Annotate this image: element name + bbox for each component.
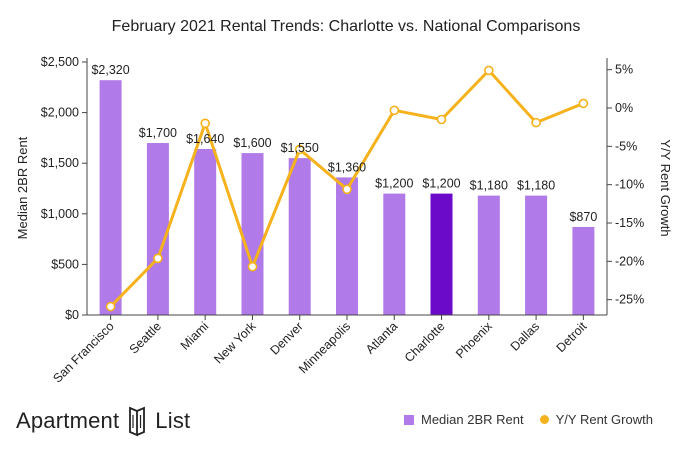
y-right-tick-label: 0% (615, 101, 633, 115)
x-tick-label: Charlotte (402, 319, 448, 365)
legend-line-swatch (539, 415, 549, 424)
brand-text-left: Apartment (16, 408, 120, 433)
growth-point (153, 253, 163, 264)
growth-point (105, 301, 116, 312)
x-tick-label: New York (211, 319, 259, 367)
legend: Median 2BR Rent Y/Y Rent Growth (404, 412, 669, 427)
growth-point (200, 118, 210, 129)
y-left-tick-label: $1,500 (41, 156, 79, 170)
growth-point (483, 65, 494, 76)
bar-phoenix (477, 195, 500, 315)
bar-dallas (525, 195, 548, 315)
bar-new-york (241, 153, 264, 315)
x-tick-label: Seattle (127, 319, 164, 356)
growth-point (342, 184, 352, 195)
growth-point (531, 117, 541, 128)
bar-denver (288, 158, 311, 315)
chart-title: February 2021 Rental Trends: Charlotte v… (112, 18, 581, 35)
bar-value-label: $870 (569, 210, 597, 224)
y-left-axis-label: Median 2BR Rent (15, 136, 30, 239)
y-left-tick-label: $500 (51, 257, 79, 271)
bar-value-label: $1,700 (139, 126, 177, 140)
bar-san-francisco (99, 80, 122, 315)
y-left-tick-label: $2,000 (41, 106, 79, 120)
y-right-tick-label: 5% (615, 63, 633, 77)
growth-point (294, 144, 305, 155)
y-right-axis-label: Y/Y Rent Growth (658, 139, 673, 236)
brand-text-right: List (155, 408, 191, 433)
bar-value-label: $1,550 (281, 141, 319, 155)
x-tick-label: Atlanta (363, 319, 400, 356)
y-left-tick-label: $0 (65, 308, 79, 322)
bar-seattle (146, 143, 169, 315)
bar-detroit (572, 227, 595, 315)
labels-layer: $2,320 $1,700 $1,640 $1,600 $1,550 $1,360 $1,2… (91, 63, 597, 224)
brand-logo: Apartment List (16, 404, 190, 438)
x-tick-label: Minneapolis (296, 319, 353, 376)
growth-point (247, 261, 258, 272)
bar-minneapolis (336, 177, 358, 315)
bar-value-label: $1,180 (517, 179, 555, 193)
bar-charlotte (430, 193, 453, 315)
y-right-tick-label: -10% (615, 178, 644, 192)
x-tick-label: Miami (178, 319, 211, 352)
y-right-tick-label: -5% (615, 139, 637, 153)
y-left-tick-label: $2,500 (41, 55, 79, 69)
x-tick-label: Dallas (508, 319, 542, 353)
growth-point (389, 105, 400, 116)
bar-value-label: $1,600 (233, 136, 271, 150)
bar-miami (194, 149, 217, 315)
x-tick-label: Denver (267, 319, 305, 357)
bar-value-label: $1,360 (328, 160, 366, 174)
y-right-tick-label: -20% (615, 254, 644, 268)
bar-atlanta (383, 193, 406, 315)
y-left-tick-label: $1,000 (41, 207, 79, 221)
legend-line-label: Y/Y Rent Growth (555, 412, 653, 427)
bar-value-label: $1,200 (422, 177, 460, 191)
y-right-tick-label: -25% (615, 293, 644, 307)
bars-layer (99, 80, 595, 315)
growth-point (436, 114, 447, 125)
legend-bar-label: Median 2BR Rent (421, 412, 524, 427)
legend-bar-swatch (404, 414, 414, 425)
growth-point (578, 98, 589, 109)
line-layer (105, 65, 589, 312)
legend-item-line: Y/Y Rent Growth (539, 412, 653, 427)
x-tick-label: San Francisco (50, 319, 116, 385)
x-tick-label: Phoenix (453, 319, 495, 361)
bar-value-label: $1,200 (375, 177, 413, 191)
bar-value-label: $1,180 (470, 179, 508, 193)
building-icon (129, 406, 146, 437)
bar-value-label: $2,320 (91, 63, 129, 77)
bar-value-label: $1,640 (186, 132, 224, 146)
legend-item-bars: Median 2BR Rent (404, 412, 524, 427)
x-tick-label: Detroit (554, 319, 590, 355)
y-right-tick-label: -15% (615, 216, 644, 230)
